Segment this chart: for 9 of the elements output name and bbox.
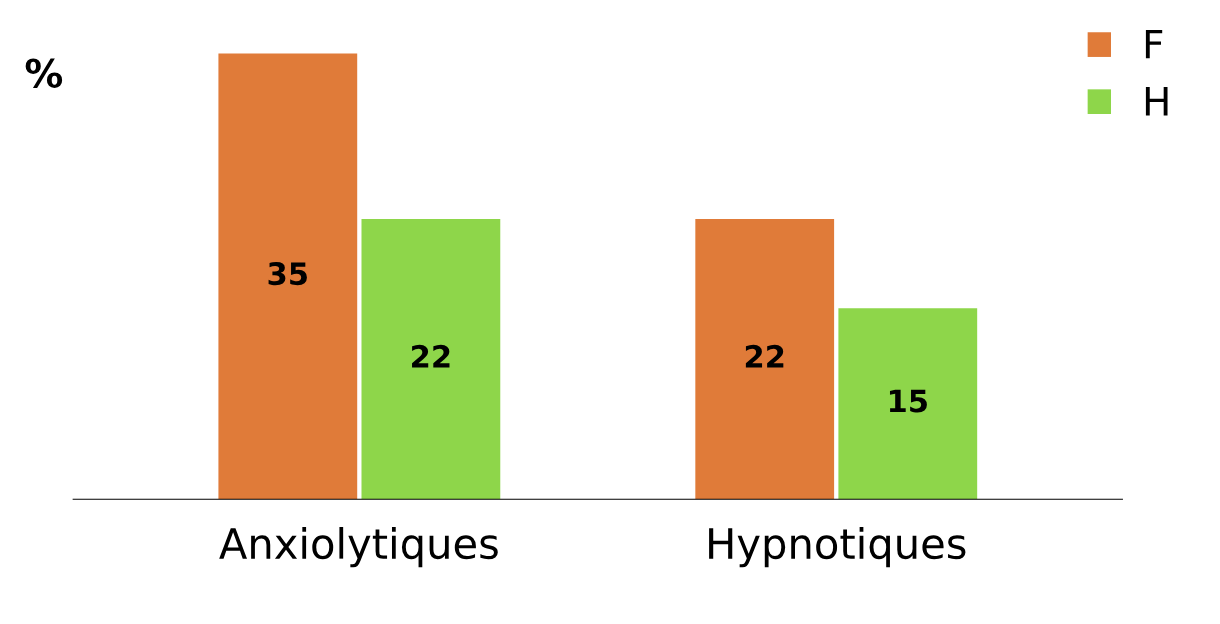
data-label: 35 [268, 262, 307, 286]
data-label: 15 [889, 389, 927, 413]
x-tick-label: Hypnotiques [709, 526, 966, 568]
legend-label: H [1145, 87, 1168, 116]
data-label: 22 [745, 344, 784, 368]
x-tick-label: Anxiolytiques [219, 526, 498, 568]
y-axis-title: % [25, 58, 63, 88]
legend-label: F [1145, 29, 1163, 59]
data-label: 22 [412, 344, 450, 368]
